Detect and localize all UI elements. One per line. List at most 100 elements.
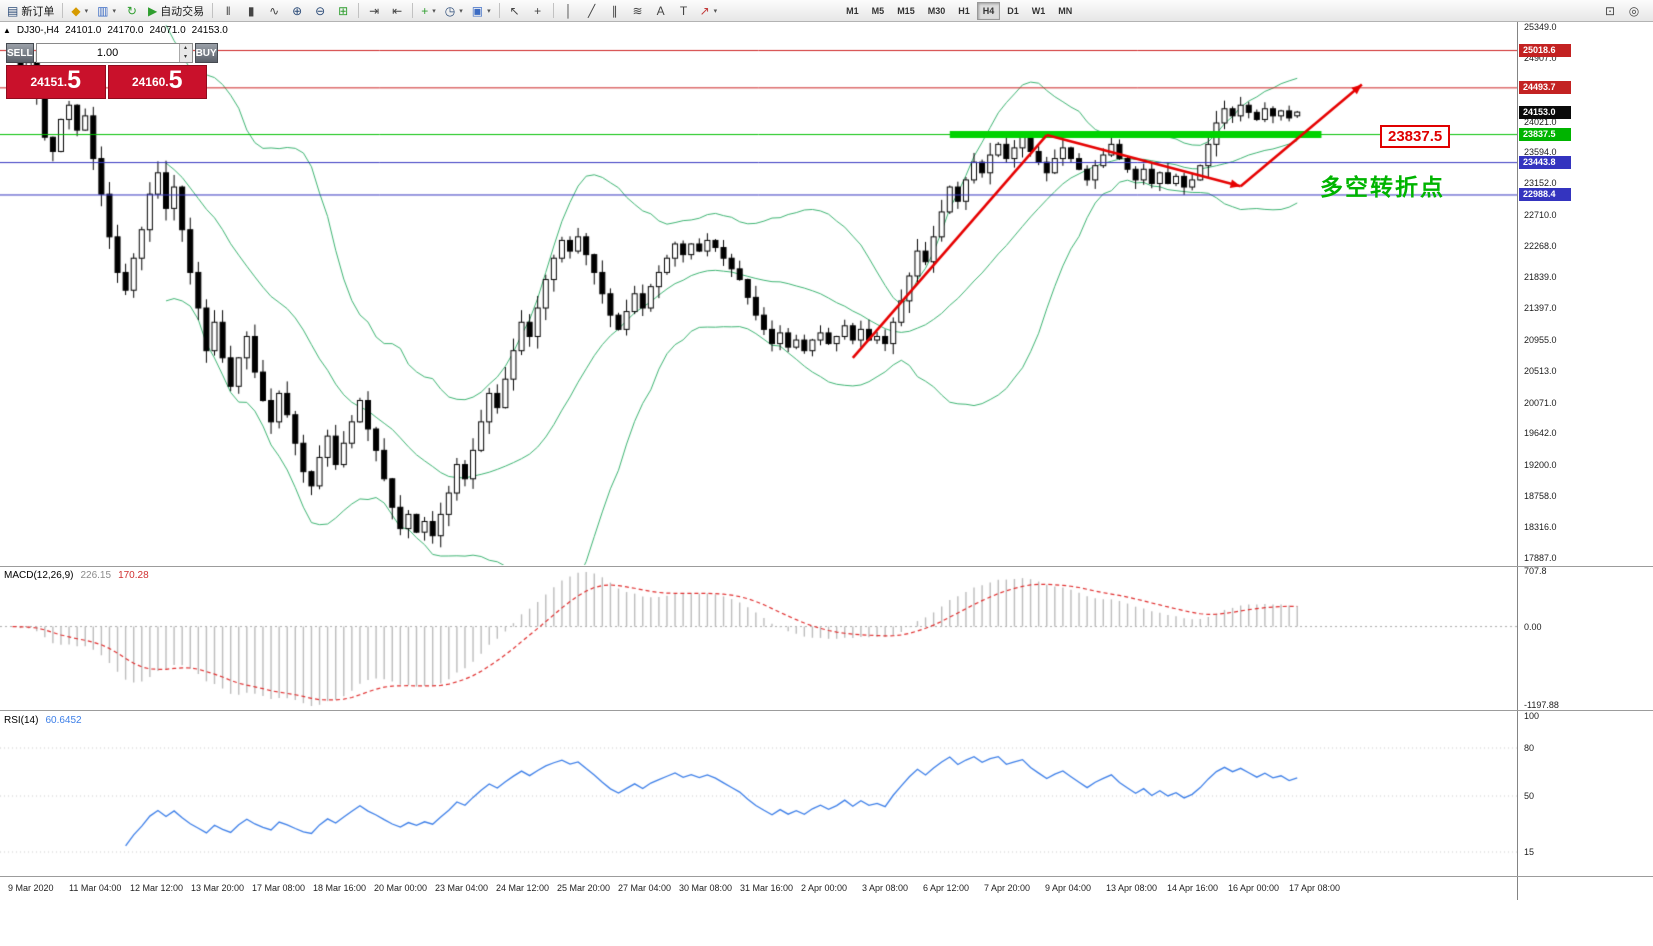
chevron-down-icon: ▾ <box>432 7 436 15</box>
price-tick-label: 19642.0 <box>1524 428 1557 439</box>
chart-shift-button[interactable]: ⇤ <box>386 1 408 21</box>
time-axis-label: 14 Apr 16:00 <box>1167 883 1219 893</box>
price-tick-label: 18316.0 <box>1524 522 1557 533</box>
zoom-out-button[interactable]: ⊖ <box>309 1 331 21</box>
crosshair-button[interactable]: + <box>527 1 549 21</box>
rsi-scale-label: 50 <box>1524 791 1535 801</box>
price-tick-label: 24907.0 <box>1524 53 1557 64</box>
time-axis-label: 24 Mar 12:00 <box>496 883 550 893</box>
time-axis-label: 17 Mar 08:00 <box>252 883 306 893</box>
toolbar-separator <box>62 3 64 18</box>
macd-scale-label: 707.8 <box>1524 566 1547 576</box>
volume-stepper[interactable]: ▴ ▾ <box>35 43 193 63</box>
timeframe-button-m15[interactable]: M15 <box>891 2 921 20</box>
ohlc-high: 24170.0 <box>107 25 144 36</box>
periods-button[interactable]: ◷ ▾ <box>441 1 467 21</box>
text-button[interactable]: A <box>650 1 672 21</box>
timeframe-button-m1[interactable]: M1 <box>840 2 865 20</box>
buy-button[interactable]: BUY <box>194 43 218 63</box>
time-axis-label: 25 Mar 20:00 <box>557 883 611 893</box>
price-tick-label: 20071.0 <box>1524 397 1557 408</box>
price-tick-label: 18758.0 <box>1524 491 1557 502</box>
new-order-button[interactable]: ▤ 新订单 <box>3 1 58 21</box>
sell-button[interactable]: SELL <box>6 43 34 63</box>
fibonacci-button[interactable]: ≋ <box>627 1 649 21</box>
new-chart-button[interactable]: ◆ ▾ <box>67 1 92 21</box>
price-tick-label: 25349.0 <box>1524 22 1557 32</box>
tile-windows-button[interactable]: ⊞ <box>332 1 354 21</box>
buy-price-main: 24160. <box>131 75 169 89</box>
channel-button[interactable]: ∥ <box>604 1 626 21</box>
rsi-scale-label: 100 <box>1524 711 1540 721</box>
indicators-button[interactable]: + ▾ <box>417 1 440 21</box>
sell-price-box[interactable]: 24151. 5 <box>6 65 106 99</box>
price-axis[interactable]: 25349.024907.024465.024021.023594.023152… <box>1517 22 1653 900</box>
toolbar-separator <box>412 3 414 18</box>
timeframe-button-mn[interactable]: MN <box>1052 2 1078 20</box>
trendline-button[interactable]: ╱ <box>581 1 603 21</box>
volume-input[interactable] <box>36 44 179 62</box>
autotrading-button[interactable]: ▶ 自动交易 <box>144 1 208 21</box>
price-tick-label: 20513.0 <box>1524 366 1557 377</box>
bar-chart-button[interactable]: ‖ <box>217 1 239 21</box>
collapse-panel-icon[interactable]: ▲ <box>3 26 11 35</box>
timeframe-button-m5[interactable]: M5 <box>866 2 891 20</box>
text-label-button[interactable]: T <box>673 1 695 21</box>
symbol-ohlc-header: ▲ DJ30-,H4 24101.0 24170.0 24071.0 24153… <box>3 25 228 36</box>
arrows-button[interactable]: ↗ ▾ <box>696 1 722 21</box>
refresh-button[interactable]: ↻ <box>121 1 143 21</box>
panel-divider <box>0 710 1653 711</box>
time-axis-label: 13 Mar 20:00 <box>191 883 245 893</box>
crosshair-icon: + <box>534 3 542 18</box>
profiles-button[interactable]: ▥ ▾ <box>93 1 120 21</box>
bar-chart-icon: ‖ <box>225 3 231 18</box>
timeframe-button-h1[interactable]: H1 <box>952 2 976 20</box>
macd-indicator-label: MACD(12,26,9) 226.15 170.28 <box>4 570 149 581</box>
timeframe-button-d1[interactable]: D1 <box>1001 2 1025 20</box>
data-window-button[interactable]: ⊡ <box>1599 1 1621 21</box>
fibonacci-icon: ≋ <box>632 3 643 18</box>
price-tick-label: 21839.0 <box>1524 271 1557 282</box>
candlestick-button[interactable]: ▮ <box>240 1 262 21</box>
candlestick-icon: ▮ <box>247 3 255 18</box>
volume-spinner: ▴ ▾ <box>178 44 192 62</box>
zoom-in-button[interactable]: ⊕ <box>286 1 308 21</box>
macd-main-value: 226.15 <box>80 570 112 581</box>
symbol-name: DJ30-,H4 <box>16 25 60 36</box>
time-axis-label: 17 Apr 08:00 <box>1289 883 1341 893</box>
rsi-scale-label: 15 <box>1524 847 1535 857</box>
cursor-button[interactable]: ↖ <box>504 1 526 21</box>
turning-point-annotation[interactable]: 多空转折点 <box>1320 174 1445 200</box>
new-order-label: 新订单 <box>21 5 55 18</box>
vertical-line-icon: │ <box>564 3 573 18</box>
line-chart-button[interactable]: ∿ <box>263 1 285 21</box>
price-marker: 24153.0 <box>1519 105 1571 119</box>
buy-price-big-digit: 5 <box>168 66 183 94</box>
volume-up-icon[interactable]: ▴ <box>179 44 192 53</box>
templates-icon: ▣ <box>471 3 484 18</box>
time-axis[interactable]: 9 Mar 2020 11 Mar 04:00 12 Mar 12:00 13 Mar… <box>0 877 1517 900</box>
buy-price-box[interactable]: 24160. 5 <box>107 65 207 99</box>
price-tick-label: 19200.0 <box>1524 459 1557 470</box>
price-marker: 22988.4 <box>1519 188 1571 202</box>
support-price-label[interactable]: 23837.5 <box>1380 125 1451 148</box>
price-chart-canvas[interactable] <box>0 22 1517 946</box>
profiles-icon: ▥ <box>97 3 109 18</box>
time-axis-label: 31 Mar 16:00 <box>740 883 794 893</box>
time-axis-label: 11 Mar 04:00 <box>69 883 122 893</box>
chevron-down-icon: ▾ <box>713 7 718 15</box>
timeframe-button-m30[interactable]: M30 <box>922 2 952 20</box>
search-button[interactable]: ◎ <box>1623 1 1645 21</box>
price-marker: 24493.7 <box>1519 81 1571 95</box>
auto-scroll-button[interactable]: ⇥ <box>363 1 385 21</box>
timeframe-button-h4[interactable]: H4 <box>976 1 1001 20</box>
templates-button[interactable]: ▣ ▾ <box>468 1 495 21</box>
vertical-line-button[interactable]: │ <box>558 1 580 21</box>
time-axis-label: 23 Mar 04:00 <box>435 883 489 893</box>
price-tick-label: 23152.0 <box>1524 178 1557 189</box>
volume-down-icon[interactable]: ▾ <box>179 53 192 62</box>
timeframe-button-w1[interactable]: W1 <box>1026 2 1052 20</box>
text-label-icon: T <box>679 3 688 18</box>
trendline-icon: ╱ <box>587 3 596 18</box>
